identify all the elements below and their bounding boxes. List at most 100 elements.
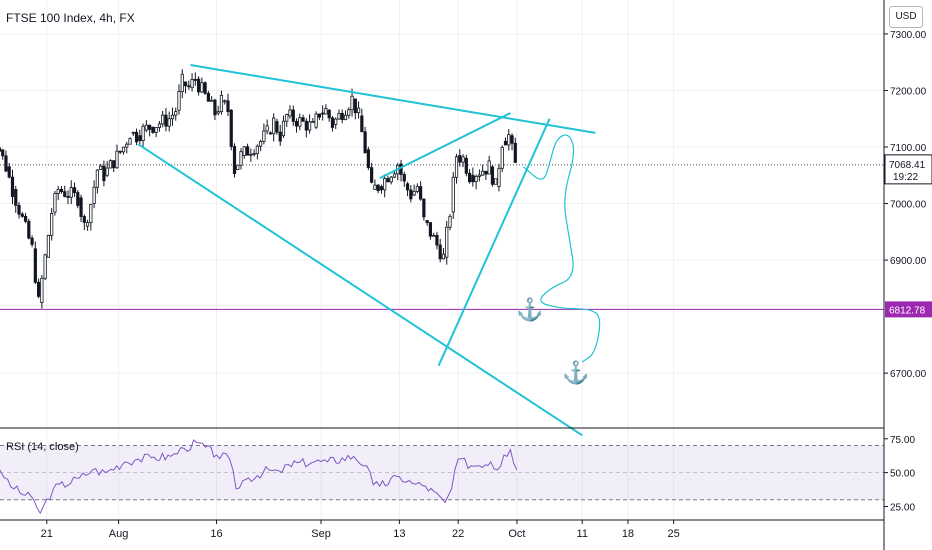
- candle: [154, 127, 158, 138]
- candle-body: [40, 277, 44, 303]
- currency-button[interactable]: USD: [889, 6, 923, 28]
- candle-body: [347, 109, 351, 116]
- trendline[interactable]: [379, 112, 511, 179]
- time-tick-label: 13: [393, 528, 405, 540]
- trendline[interactable]: [437, 118, 551, 367]
- candle-body: [99, 165, 103, 171]
- candle: [183, 81, 188, 94]
- candle: [379, 184, 384, 194]
- rsi-line[interactable]: [0, 439, 518, 515]
- grid: [0, 0, 884, 520]
- candle-body: [494, 178, 498, 185]
- candle-body: [20, 213, 24, 217]
- projection-curve[interactable]: [523, 134, 601, 363]
- candle-body: [343, 114, 348, 120]
- candle-body: [272, 117, 276, 135]
- candle: [340, 109, 344, 124]
- candle-body: [373, 184, 377, 190]
- candle-body: [500, 146, 504, 169]
- candle: [108, 159, 113, 169]
- candle: [370, 162, 374, 184]
- candle: [409, 185, 413, 203]
- candle-body: [379, 186, 384, 191]
- candle-body: [30, 237, 34, 245]
- price-tick-label: 7000.00: [890, 200, 927, 211]
- candle: [435, 231, 439, 250]
- candle: [128, 137, 132, 145]
- candle-body: [112, 160, 116, 169]
- candle: [112, 160, 116, 173]
- candle-body: [311, 121, 315, 123]
- candle: [232, 143, 237, 178]
- candle-body: [448, 215, 452, 228]
- last-price-box: [884, 154, 932, 185]
- candle-body: [53, 193, 57, 213]
- candle: [187, 80, 191, 90]
- candle-body: [321, 112, 325, 115]
- candle-body: [33, 248, 37, 283]
- candle: [471, 167, 475, 187]
- candle-body: [481, 170, 485, 176]
- candle-body: [170, 114, 175, 120]
- candle: [82, 214, 86, 230]
- time-tick-label: 25: [668, 528, 680, 540]
- candle-body: [389, 176, 393, 183]
- candle-body: [105, 167, 109, 176]
- anchor-icon: ⚓: [516, 297, 543, 322]
- candle-body: [23, 215, 28, 222]
- candle-body: [461, 156, 465, 163]
- candle-body: [92, 186, 96, 204]
- candle: [510, 133, 514, 151]
- rsi-tick-label: 75.00: [890, 435, 915, 446]
- candle: [95, 169, 99, 194]
- candle-body: [56, 189, 60, 194]
- candle: [324, 104, 328, 115]
- trendline[interactable]: [190, 64, 596, 134]
- candle-body: [239, 151, 243, 166]
- candle: [23, 212, 28, 224]
- candle-body: [174, 111, 178, 116]
- candle: [383, 174, 387, 198]
- last-price-label: 7068.41: [889, 160, 926, 171]
- candle: [33, 241, 37, 285]
- candle-body: [484, 170, 488, 175]
- candle-body: [334, 118, 338, 125]
- candle: [298, 113, 302, 131]
- candle: [308, 114, 312, 134]
- candle: [337, 109, 341, 120]
- candle-body: [177, 91, 181, 111]
- candle: [1, 149, 5, 160]
- trendline[interactable]: [137, 143, 583, 437]
- candle-body: [474, 176, 478, 183]
- candle: [0, 147, 2, 152]
- candle-body: [513, 142, 517, 163]
- candle: [428, 222, 433, 240]
- candle: [441, 248, 446, 260]
- candle: [200, 77, 204, 94]
- candle: [343, 110, 348, 121]
- candle: [445, 220, 449, 265]
- candle: [386, 175, 390, 183]
- candle: [43, 253, 47, 281]
- candle: [356, 101, 361, 119]
- candle: [223, 99, 227, 105]
- candle-body: [415, 186, 419, 192]
- candle: [285, 113, 289, 127]
- candle: [242, 145, 246, 159]
- candle-body: [467, 172, 472, 183]
- candle: [399, 159, 403, 182]
- candle: [66, 190, 70, 205]
- candle: [405, 181, 410, 197]
- price-tick-label: 7200.00: [890, 86, 927, 97]
- candle-body: [219, 94, 224, 113]
- candle-body: [252, 153, 256, 155]
- candle-body: [503, 140, 508, 146]
- candle-body: [383, 178, 387, 191]
- candles: [0, 69, 517, 309]
- candle: [226, 93, 230, 117]
- candle-body: [63, 191, 67, 197]
- candle: [373, 179, 377, 190]
- candle: [161, 110, 165, 128]
- candle-body: [85, 222, 90, 227]
